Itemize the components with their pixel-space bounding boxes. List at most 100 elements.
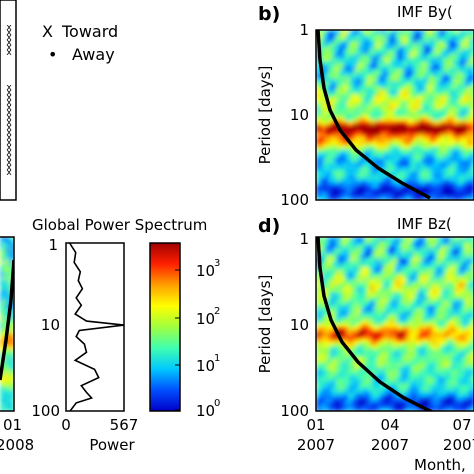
heatmap-cell (467, 139, 472, 143)
heatmap-cell (331, 333, 335, 337)
heatmap-cell (431, 39, 436, 43)
heatmap-cell (410, 51, 414, 55)
heatmap-cell (316, 279, 320, 283)
heatmap-cell (464, 175, 469, 180)
heatmap-cell (440, 42, 445, 46)
heatmap-cell (388, 303, 393, 307)
heatmap-cell (464, 240, 469, 244)
heatmap-cell (346, 273, 351, 277)
heatmap-cell (404, 300, 408, 304)
heatmap-cell (464, 151, 469, 156)
heatmap-cell (2, 378, 7, 382)
heatmap-cell (343, 57, 347, 61)
heatmap-cell (316, 145, 320, 149)
heatmap-cell (352, 78, 357, 83)
heatmap-cell (382, 33, 387, 37)
heatmap-cell (379, 264, 384, 268)
heatmap-cell (361, 172, 366, 177)
heatmap-cell (382, 178, 387, 183)
heatmap-cell (404, 288, 408, 292)
heatmap-cell (349, 160, 354, 165)
heatmap-cell (373, 252, 378, 256)
heatmap-cell (440, 193, 445, 198)
heatmap-cell (470, 327, 474, 331)
heatmap-cell (364, 273, 369, 277)
heatmap-cell (413, 154, 417, 159)
heatmap-cell (322, 258, 326, 262)
heatmap-cell (376, 243, 381, 247)
heatmap-cell (337, 154, 341, 159)
heatmap-cell (349, 181, 354, 186)
heatmap-cell (452, 303, 457, 307)
heatmap-cell (446, 127, 451, 131)
heatmap-cell (340, 246, 344, 250)
heatmap-cell (443, 69, 448, 74)
heatmap-cell (355, 309, 360, 313)
heatmap-cell (440, 124, 445, 128)
heatmap-cell (331, 30, 335, 34)
heatmap-cell (461, 330, 466, 334)
heatmap-cell (373, 312, 378, 316)
heatmap-cell (388, 246, 393, 250)
heatmap-cell (404, 160, 408, 165)
heatmap-cell (376, 297, 381, 301)
heatmap-cell (343, 127, 347, 131)
heatmap-cell (352, 90, 357, 95)
heatmap-cell (385, 160, 390, 165)
heatmap-cell (440, 78, 445, 83)
heatmap-cell (410, 318, 414, 322)
heatmap-cell (373, 142, 378, 146)
heatmap-cell (340, 124, 344, 128)
heatmap-cell (361, 42, 366, 46)
heatmap-cell (428, 276, 433, 280)
heatmap-cell (358, 267, 363, 271)
heatmap-cell (407, 166, 411, 171)
heatmap-cell (398, 142, 402, 146)
heatmap-cell (395, 33, 399, 37)
heatmap-cell (464, 246, 469, 250)
heatmap-cell (319, 84, 323, 89)
heatmap-cell (437, 276, 442, 280)
heatmap-cell (319, 33, 323, 37)
heatmap-cell (361, 285, 366, 289)
heatmap-cell (401, 133, 405, 137)
heatmap-cell (370, 309, 375, 313)
heatmap-cell (334, 181, 338, 186)
heatmap-cell (361, 169, 366, 174)
heatmap-cell (2, 387, 7, 391)
heatmap-cell (373, 300, 378, 304)
heatmap-cell (407, 63, 411, 68)
heatmap-cell (422, 279, 426, 283)
heatmap-cell (452, 300, 457, 304)
heatmap-cell (382, 160, 387, 165)
heatmap-cell (11, 372, 14, 376)
heatmap-cell (449, 151, 454, 156)
heatmap-cell (449, 51, 454, 55)
heatmap-cell (422, 154, 426, 159)
heatmap-cell (404, 264, 408, 268)
heatmap-cell (461, 315, 466, 319)
heatmap-cell (443, 145, 448, 149)
heatmap-cell (455, 66, 460, 71)
heatmap-cell (458, 39, 463, 43)
heatmap-cell (452, 148, 457, 153)
heatmap-cell (343, 139, 347, 143)
heatmap-cell (404, 102, 408, 107)
heatmap-cell (352, 36, 357, 40)
heatmap-cell (461, 187, 466, 192)
heatmap-cell (446, 151, 451, 156)
heatmap-cell (343, 324, 347, 328)
heatmap-cell (395, 181, 399, 186)
heatmap-cell (461, 124, 466, 128)
heatmap-cell (470, 124, 474, 128)
heatmap-cell (319, 246, 323, 250)
heatmap-cell (361, 163, 366, 168)
heatmap-cell (346, 115, 351, 119)
heatmap-cell (398, 306, 402, 310)
heatmap-cell (2, 255, 7, 259)
heatmap-cell (449, 105, 454, 110)
heatmap-cell (428, 291, 433, 295)
heatmap-cell (428, 127, 433, 131)
heatmap-cell (455, 45, 460, 49)
heatmap-cell (443, 270, 448, 274)
